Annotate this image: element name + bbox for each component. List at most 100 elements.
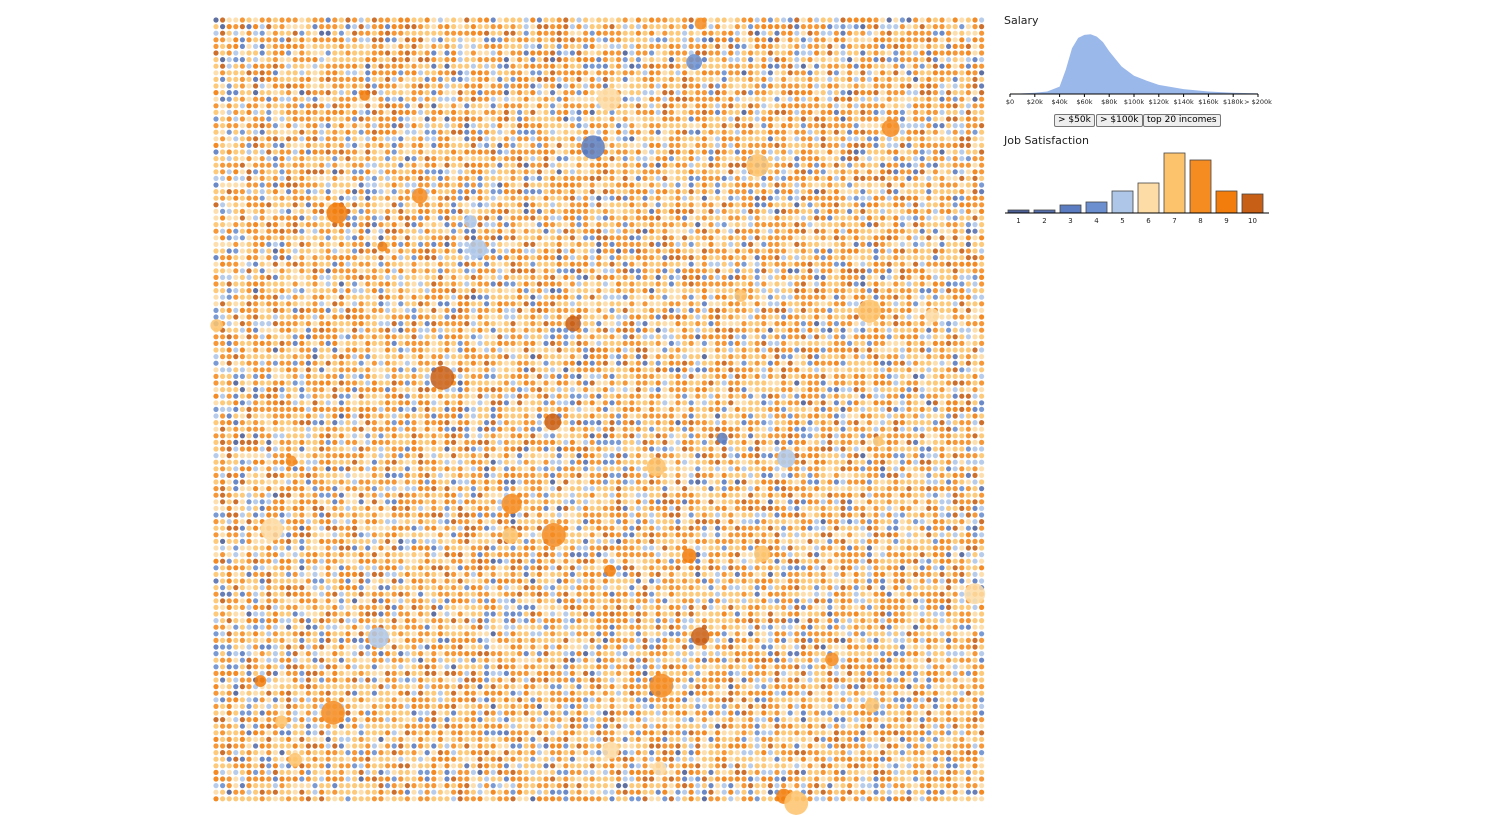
dot <box>497 63 503 69</box>
dot <box>715 116 721 122</box>
dot <box>253 235 259 241</box>
dot <box>239 288 245 294</box>
dot <box>794 215 800 221</box>
dot <box>635 175 642 181</box>
dot <box>325 169 331 175</box>
dot <box>840 37 846 43</box>
dot <box>550 103 556 109</box>
dot <box>550 57 556 63</box>
dot <box>787 142 793 148</box>
dot <box>979 90 985 96</box>
dot <box>563 96 569 102</box>
dot <box>365 175 371 181</box>
dot <box>972 268 978 274</box>
dot <box>774 228 780 234</box>
dot <box>589 261 595 267</box>
dot <box>272 255 278 261</box>
dot <box>543 169 549 175</box>
dot <box>563 90 569 96</box>
dot <box>754 248 760 254</box>
dot <box>781 96 787 102</box>
dot <box>616 255 622 261</box>
dot <box>319 57 325 63</box>
dot <box>886 83 892 89</box>
dot <box>668 149 675 155</box>
dot <box>543 83 549 89</box>
dot <box>543 57 549 63</box>
dot <box>391 63 397 69</box>
dot <box>609 162 615 168</box>
dot <box>431 208 437 214</box>
dot <box>253 76 259 82</box>
dot <box>952 241 958 247</box>
dot <box>655 235 661 241</box>
dot <box>979 274 985 280</box>
dot <box>866 57 873 63</box>
dot <box>404 281 410 287</box>
dot <box>682 288 688 294</box>
dot <box>292 30 298 36</box>
dot <box>371 90 377 96</box>
dot <box>338 255 344 261</box>
dot <box>266 142 272 148</box>
dot <box>866 228 873 234</box>
dot <box>787 96 793 102</box>
dot <box>253 255 259 261</box>
dot <box>583 281 589 287</box>
dot <box>325 116 331 122</box>
dot <box>715 175 721 181</box>
dot <box>239 129 245 135</box>
dot <box>497 142 503 148</box>
dot <box>338 30 344 36</box>
dot <box>332 241 338 247</box>
dot <box>358 109 364 115</box>
dot <box>979 268 985 274</box>
dot <box>213 189 219 195</box>
dot <box>701 103 708 109</box>
dot <box>807 142 813 148</box>
dot <box>741 182 747 188</box>
dot <box>477 30 483 36</box>
dot <box>866 17 873 23</box>
dot <box>358 189 364 195</box>
dot <box>319 96 325 102</box>
dot <box>470 123 476 129</box>
dot <box>728 162 734 168</box>
dot <box>847 228 853 234</box>
dot <box>444 136 450 142</box>
dot <box>246 116 252 122</box>
dot <box>906 162 912 168</box>
dot <box>233 129 239 135</box>
dot <box>781 70 787 76</box>
dot <box>952 17 958 23</box>
dot <box>253 63 259 69</box>
dot <box>827 136 833 142</box>
dot <box>279 116 285 122</box>
dot <box>708 90 714 96</box>
dot <box>853 281 859 287</box>
dot <box>292 142 298 148</box>
dot <box>979 17 985 23</box>
dot <box>543 149 549 155</box>
dot <box>642 63 648 69</box>
dot <box>418 268 424 274</box>
dot <box>451 222 457 228</box>
dot <box>596 162 602 168</box>
dot <box>556 294 562 300</box>
dot <box>451 76 457 82</box>
dot <box>259 235 265 241</box>
dot <box>939 222 945 228</box>
dot <box>299 274 305 280</box>
dot <box>866 116 873 122</box>
dot <box>814 169 820 175</box>
dot <box>484 156 490 162</box>
dot <box>332 228 338 234</box>
dot <box>754 208 760 214</box>
dot <box>259 24 265 30</box>
dot <box>576 294 582 300</box>
dot <box>767 116 774 122</box>
dot <box>536 208 543 214</box>
dot <box>523 96 529 102</box>
dot <box>979 241 985 247</box>
dot <box>272 222 278 228</box>
